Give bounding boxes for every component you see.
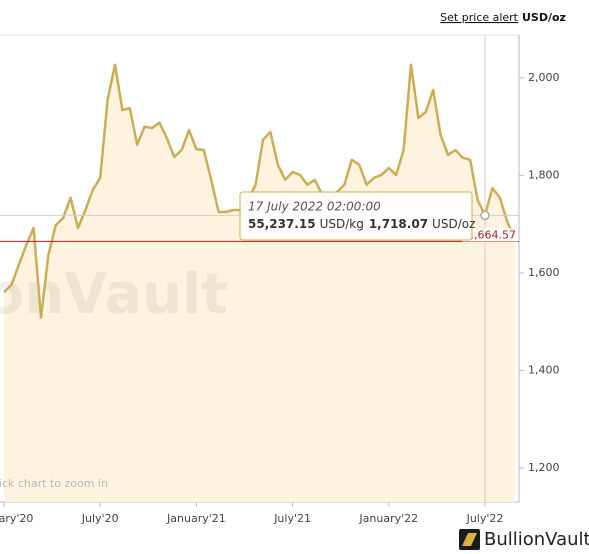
tooltip-box — [239, 191, 473, 241]
x-tick-label: July'21 — [273, 512, 311, 525]
watermark: BullionVault — [0, 262, 228, 327]
x-tick-label: January'20 — [0, 512, 33, 525]
x-tick-label: January'21 — [166, 512, 226, 525]
x-tick-label: January'22 — [358, 512, 418, 525]
last-price-label: 1,664.57 — [467, 228, 516, 241]
logo: BullionVault — [459, 529, 589, 550]
x-tick-label: July'22 — [466, 512, 504, 525]
last-price-label-bg — [462, 228, 518, 242]
tooltip-unit-oz: USD/oz — [432, 217, 475, 231]
area-fill — [4, 64, 515, 502]
price-alert-link[interactable]: Set price alert — [440, 11, 519, 24]
y-tick-label: 1,800 — [528, 168, 560, 181]
y-tick-label: 1,400 — [528, 363, 560, 376]
logo-icon-bar — [462, 533, 477, 546]
y-tick-label: 1,600 — [528, 266, 560, 279]
x-tick-label: July'20 — [81, 512, 119, 525]
hover-point — [480, 210, 490, 221]
logo-text: BullionVault — [484, 529, 589, 550]
y-tick-label: 2,000 — [528, 71, 560, 84]
y-tick-label: 1,200 — [528, 461, 560, 474]
unit: USD/oz — [522, 11, 566, 24]
tooltip-price-kg: 55,237.15 — [248, 217, 316, 231]
tooltip-unit-kg: USD/kg — [320, 217, 364, 231]
tooltip-price-oz: 1,718.07 — [369, 217, 428, 231]
zoom-hint: Click chart to zoom in — [0, 477, 108, 490]
tooltip-date: 17 July 2022 02:00:00 — [248, 200, 381, 214]
price-line — [3, 63, 516, 319]
tooltip-values: 55,237.15 USD/kg 1,718.07 USD/oz — [248, 217, 475, 231]
